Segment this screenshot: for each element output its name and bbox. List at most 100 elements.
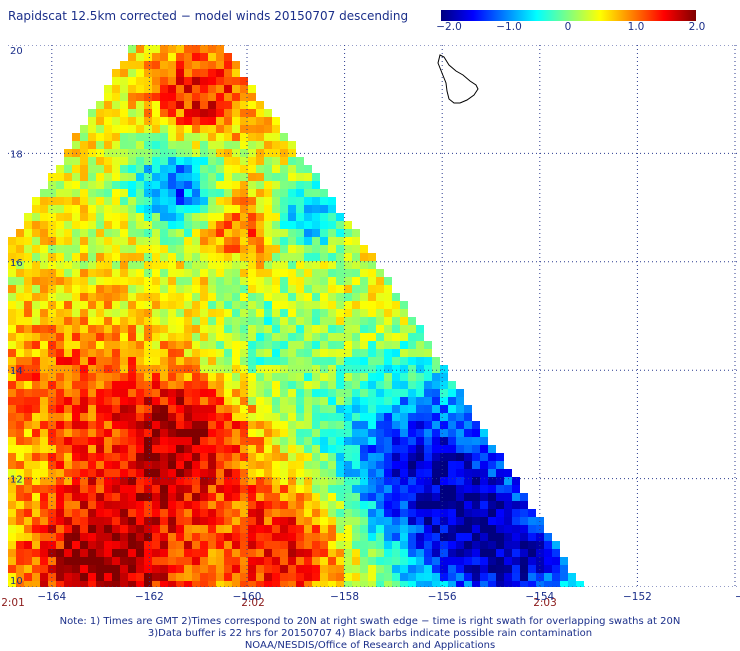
swath-cell xyxy=(440,517,448,525)
swath-cell xyxy=(192,477,200,485)
swath-cell xyxy=(240,317,248,325)
swath-cell xyxy=(112,205,120,213)
swath-cell xyxy=(32,517,40,525)
swath-cell xyxy=(376,517,384,525)
swath-cell xyxy=(96,277,104,285)
swath-cell xyxy=(328,405,336,413)
swath-cell xyxy=(176,389,184,397)
swath-cell xyxy=(152,477,160,485)
swath-cell xyxy=(136,133,144,141)
swath-cell xyxy=(104,93,112,101)
swath-cell xyxy=(120,141,128,149)
swath-cell xyxy=(120,197,128,205)
swath-cell xyxy=(120,565,128,573)
swath-cell xyxy=(336,437,344,445)
swath-cell xyxy=(440,501,448,509)
swath-cell xyxy=(376,429,384,437)
swath-cell xyxy=(272,173,280,181)
swath-cell xyxy=(272,165,280,173)
swath-cell xyxy=(104,477,112,485)
swath-cell xyxy=(56,437,64,445)
swath-cell xyxy=(176,549,184,557)
swath-cell xyxy=(72,525,80,533)
swath-cell xyxy=(304,581,312,587)
swath-cell xyxy=(240,269,248,277)
swath-cell xyxy=(64,405,72,413)
swath-cell xyxy=(336,373,344,381)
swath-cell xyxy=(128,173,136,181)
swath-cell xyxy=(344,477,352,485)
swath-cell xyxy=(56,189,64,197)
swath-cell xyxy=(200,517,208,525)
swath-cell xyxy=(352,421,360,429)
swath-cell xyxy=(264,525,272,533)
swath-cell xyxy=(416,325,424,333)
swath-cell xyxy=(312,421,320,429)
swath-cell xyxy=(120,365,128,373)
swath-cell xyxy=(280,229,288,237)
swath-cell xyxy=(192,197,200,205)
swath-cell xyxy=(144,117,152,125)
swath-cell xyxy=(120,261,128,269)
swath-cell xyxy=(392,357,400,365)
swath-cell xyxy=(208,133,216,141)
swath-cell xyxy=(264,309,272,317)
swath-cell xyxy=(224,181,232,189)
swath-cell xyxy=(80,309,88,317)
swath-cell xyxy=(280,197,288,205)
swath-cell xyxy=(288,141,296,149)
swath-cell xyxy=(32,469,40,477)
swath-cell xyxy=(136,477,144,485)
swath-cell xyxy=(32,525,40,533)
swath-cell xyxy=(208,277,216,285)
swath-cell xyxy=(256,181,264,189)
swath-cell xyxy=(64,197,72,205)
swath-cell xyxy=(272,397,280,405)
swath-cell xyxy=(400,517,408,525)
swath-cell xyxy=(168,437,176,445)
swath-cell xyxy=(136,501,144,509)
swath-cell xyxy=(480,541,488,549)
swath-cell xyxy=(240,125,248,133)
swath-cell xyxy=(336,245,344,253)
swath-cell xyxy=(128,85,136,93)
swath-cell xyxy=(32,285,40,293)
swath-cell xyxy=(240,341,248,349)
swath-cell xyxy=(168,557,176,565)
swath-cell xyxy=(168,125,176,133)
swath-cell xyxy=(280,133,288,141)
swath-cell xyxy=(80,557,88,565)
swath-cell xyxy=(224,69,232,77)
swath-cell xyxy=(224,285,232,293)
swath-cell xyxy=(416,349,424,357)
swath-cell xyxy=(256,117,264,125)
swath-cell xyxy=(96,517,104,525)
swath-cell xyxy=(384,333,392,341)
swath-cell xyxy=(488,581,496,587)
swath-cell xyxy=(216,365,224,373)
swath-cell xyxy=(360,325,368,333)
swath-cell xyxy=(64,261,72,269)
swath-cell xyxy=(160,45,168,53)
swath-cell xyxy=(192,397,200,405)
swath-cell xyxy=(216,93,224,101)
swath-cell xyxy=(272,517,280,525)
swath-cell xyxy=(184,357,192,365)
swath-cell xyxy=(184,469,192,477)
swath-cell xyxy=(464,557,472,565)
swath-cell xyxy=(144,405,152,413)
swath-cell xyxy=(120,437,128,445)
swath-cell xyxy=(152,301,160,309)
swath-cell xyxy=(448,453,456,461)
swath-cell xyxy=(176,301,184,309)
swath-cell xyxy=(296,557,304,565)
swath-cell xyxy=(312,389,320,397)
swath-cell xyxy=(184,213,192,221)
swath-cell xyxy=(160,493,168,501)
swath-cell xyxy=(136,277,144,285)
swath-cell xyxy=(304,477,312,485)
swath-cell xyxy=(184,517,192,525)
swath-cell xyxy=(224,533,232,541)
swath-cell xyxy=(80,261,88,269)
swath-cell xyxy=(312,397,320,405)
